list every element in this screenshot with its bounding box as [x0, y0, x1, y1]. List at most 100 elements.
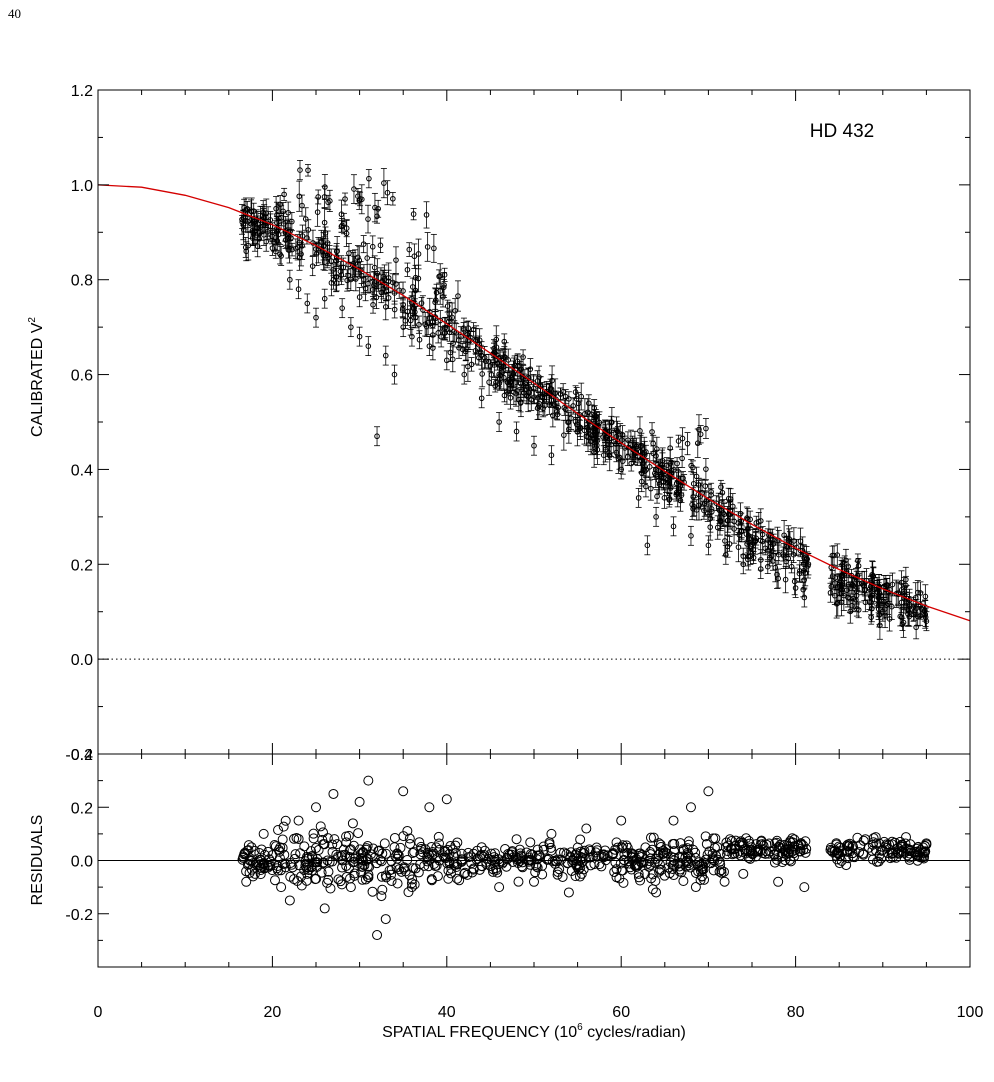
data-point: [867, 593, 874, 600]
data-point: [677, 497, 684, 504]
data-point: [251, 228, 258, 234]
data-point: [304, 300, 311, 307]
data-point: [322, 259, 328, 265]
data-point: [437, 288, 443, 294]
residual-point: [708, 865, 719, 876]
data-point: [757, 566, 764, 572]
data-point: [423, 212, 430, 218]
data-point: [673, 489, 680, 496]
data-point: [429, 322, 436, 329]
residual-point: [440, 846, 451, 857]
data-point: [536, 374, 542, 380]
residual-point: [392, 878, 403, 889]
data-point: [294, 244, 301, 251]
data-point: [570, 403, 576, 409]
data-point: [432, 297, 439, 303]
residual-point: [738, 868, 749, 879]
data-point: [898, 614, 905, 620]
residual-point: [707, 853, 718, 864]
data-point: [406, 246, 413, 253]
data-point: [254, 225, 261, 231]
residual-point: [428, 848, 439, 859]
residual-point: [328, 788, 339, 799]
residual-point: [290, 849, 301, 860]
residual-point: [831, 839, 842, 850]
data-point: [614, 428, 621, 435]
data-point: [407, 312, 414, 319]
residual-point: [550, 858, 561, 869]
residual-point: [357, 874, 368, 885]
residual-point: [337, 862, 348, 873]
data-point: [520, 382, 527, 389]
residual-point: [300, 856, 311, 867]
residual-point: [721, 837, 732, 848]
top-y-tick-label: 1.0: [71, 178, 93, 195]
data-point: [605, 441, 611, 448]
data-point: [516, 397, 522, 403]
data-point: [400, 324, 407, 330]
residual-point: [646, 873, 657, 884]
residual-point: [697, 864, 708, 875]
data-point: [424, 244, 431, 250]
residual-point: [468, 864, 479, 875]
residual-point: [315, 821, 326, 832]
residual-point: [347, 818, 358, 829]
data-point: [248, 208, 255, 215]
data-point: [613, 449, 620, 456]
data-point: [449, 314, 455, 321]
data-point: [696, 426, 702, 433]
x-tick-label: 0: [94, 1004, 103, 1021]
data-point: [718, 484, 724, 490]
data-point: [338, 272, 345, 278]
data-point: [635, 495, 642, 501]
residual-point: [248, 871, 259, 882]
data-point: [345, 272, 351, 279]
data-point: [922, 614, 929, 621]
data-point: [747, 516, 753, 523]
residual-point: [677, 851, 688, 862]
residual-point: [645, 832, 656, 843]
data-point: [370, 301, 376, 308]
data-point: [382, 304, 389, 310]
data-point: [343, 225, 350, 231]
data-point: [330, 267, 336, 273]
residual-point: [400, 866, 411, 877]
data-point: [843, 587, 850, 594]
data-point: [355, 193, 361, 199]
residuals-y-axis-label: RESIDUALS: [29, 815, 46, 906]
data-point: [477, 349, 484, 356]
data-point: [299, 202, 305, 209]
data-point: [277, 201, 283, 208]
residual-point: [657, 849, 668, 860]
data-point: [770, 540, 777, 547]
data-point: [745, 556, 751, 563]
data-point: [501, 338, 508, 345]
data-point: [566, 426, 572, 433]
residual-point: [341, 872, 352, 883]
data-point: [850, 582, 856, 589]
data-point: [881, 606, 888, 612]
data-point: [746, 535, 752, 542]
data-point: [411, 253, 418, 260]
data-point: [565, 419, 571, 426]
residual-point: [695, 874, 706, 885]
data-point: [790, 551, 797, 558]
residual-point: [920, 846, 931, 857]
data-point: [646, 464, 653, 470]
data-point: [653, 514, 659, 520]
bottom-ticks: [97, 753, 971, 968]
data-point: [500, 355, 506, 362]
residual-point: [439, 845, 450, 856]
residual-point: [917, 852, 928, 863]
x-axis-label-post: cycles/radian): [583, 1024, 686, 1041]
residual-point: [517, 857, 528, 868]
data-point: [244, 206, 251, 212]
residual-point: [579, 845, 590, 856]
data-point: [530, 380, 537, 386]
data-point: [552, 390, 558, 397]
residual-point: [258, 828, 269, 839]
residual-point: [896, 841, 907, 852]
residual-point: [740, 848, 751, 859]
residual-point: [386, 875, 397, 886]
residual-point: [843, 853, 854, 864]
